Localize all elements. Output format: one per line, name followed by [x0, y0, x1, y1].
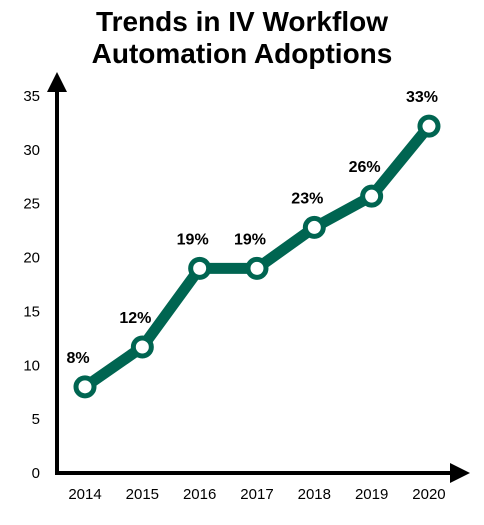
x-tick-label: 2015 [126, 486, 159, 503]
y-tick-label: 15 [23, 303, 40, 320]
data-point [302, 215, 326, 239]
chart-title: Trends in IV Workflow Automation Adoptio… [0, 6, 484, 70]
data-label: 19% [177, 231, 209, 248]
x-tick-label: 2017 [240, 486, 273, 503]
data-labels: 8% 12% 19% 19% 23% 26% 33% [66, 89, 438, 367]
chart-title-line-2: Automation Adoptions [91, 38, 393, 69]
y-tick-labels: 0 5 10 15 20 25 30 35 [23, 88, 40, 482]
x-axis-arrow [450, 463, 470, 483]
data-label: 26% [349, 159, 381, 176]
x-tick-label: 2014 [68, 486, 101, 503]
chart-title-line-1: Trends in IV Workflow [96, 6, 388, 37]
axes [47, 72, 470, 483]
data-markers [73, 114, 441, 399]
x-tick-label: 2020 [412, 486, 445, 503]
y-tick-label: 25 [23, 196, 40, 213]
data-point [360, 184, 384, 208]
data-point [73, 375, 97, 399]
data-label: 19% [234, 231, 266, 248]
data-point [417, 114, 441, 138]
data-label: 12% [119, 310, 151, 327]
data-point [130, 335, 154, 359]
data-label: 33% [406, 89, 438, 106]
y-tick-label: 10 [23, 357, 40, 374]
data-label: 23% [291, 190, 323, 207]
x-tick-label: 2016 [183, 486, 216, 503]
data-point [245, 256, 269, 280]
data-point [188, 256, 212, 280]
y-tick-label: 0 [32, 465, 40, 482]
x-tick-label: 2019 [355, 486, 388, 503]
y-tick-label: 20 [23, 250, 40, 267]
x-tick-label: 2018 [298, 486, 331, 503]
x-tick-labels: 2014 2015 2016 2017 2018 2019 2020 [68, 486, 445, 503]
y-axis-arrow [47, 72, 67, 92]
y-tick-label: 30 [23, 142, 40, 159]
y-tick-label: 5 [32, 411, 40, 428]
data-label: 8% [66, 350, 89, 367]
y-tick-label: 35 [23, 88, 40, 105]
